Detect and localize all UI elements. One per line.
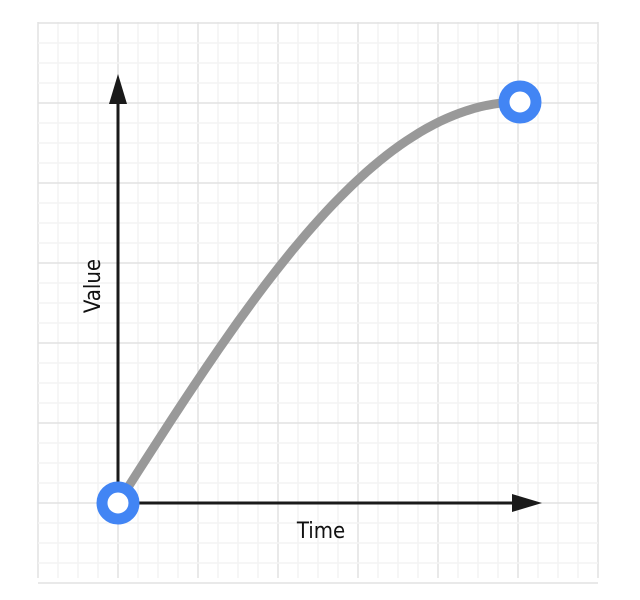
grid: [37, 22, 599, 584]
easing-curve: [113, 97, 525, 508]
x-axis-label: Time: [296, 519, 345, 544]
y-axis-arrow-icon: [109, 74, 127, 104]
start-point[interactable]: [96, 481, 140, 525]
x-axis-arrow-icon: [512, 494, 542, 512]
end-point[interactable]: [498, 80, 542, 124]
y-axis-label: Value: [81, 259, 106, 313]
